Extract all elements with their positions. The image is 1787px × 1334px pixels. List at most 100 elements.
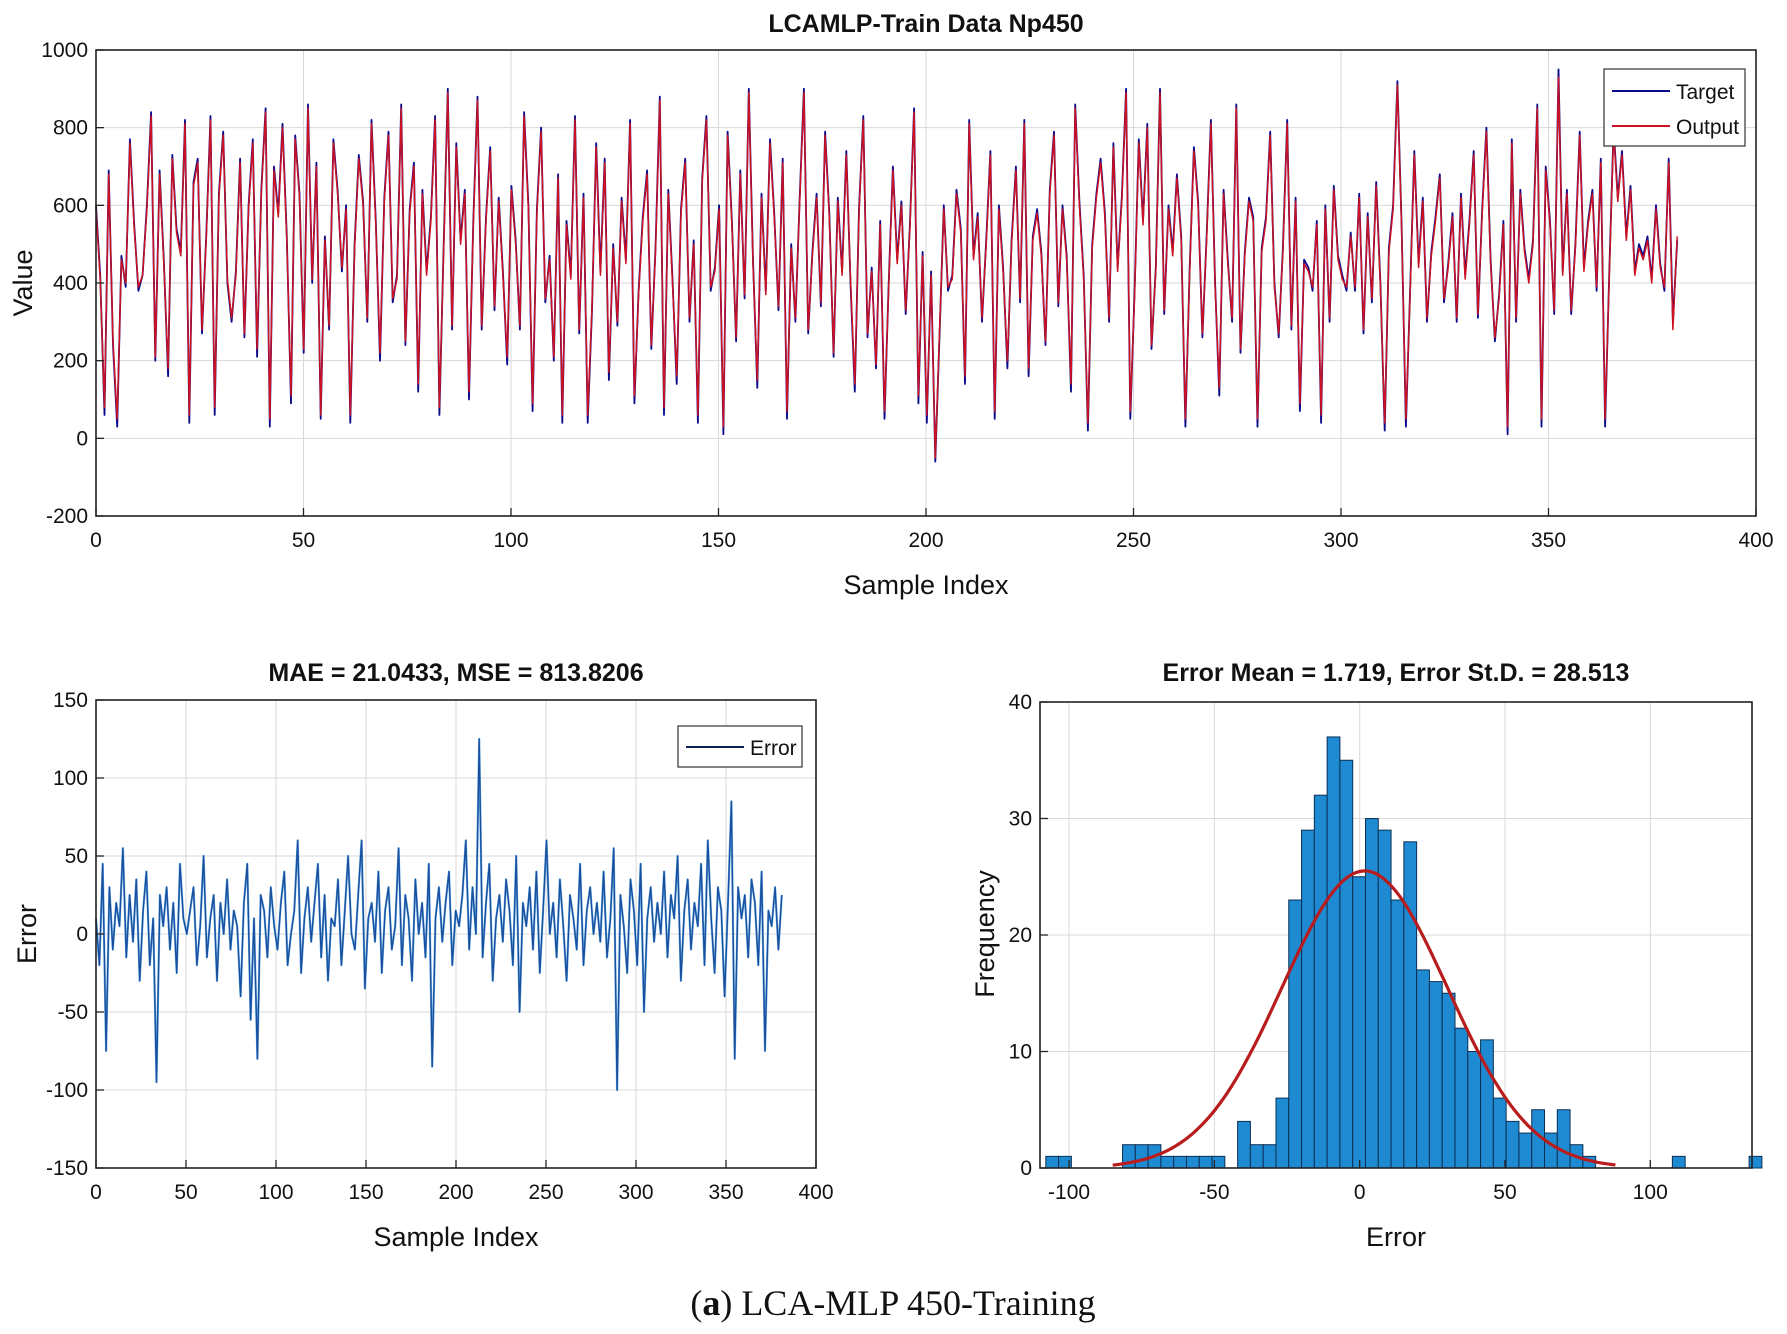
histogram-bar <box>1326 736 1341 1169</box>
error-y-tick-label: -150 <box>46 1157 88 1180</box>
error-x-tick-label: 350 <box>708 1181 743 1204</box>
top-y-axis-label: Value <box>8 249 38 316</box>
output-series-line <box>95 76 1678 459</box>
histogram-bar <box>1352 876 1366 1169</box>
histogram-bar <box>1467 1051 1482 1169</box>
histogram-bar <box>1390 899 1405 1169</box>
top-x-tick-label: 200 <box>908 529 943 552</box>
top-y-tick-label: 1000 <box>41 39 88 62</box>
histogram-x-axis-label: Error <box>1366 1222 1426 1252</box>
histogram-y-tick-label: 30 <box>1009 808 1032 831</box>
error-legend: Error <box>677 725 803 768</box>
histogram-bar <box>1441 992 1456 1169</box>
histogram-bar <box>1505 1120 1520 1169</box>
histogram-bar <box>1173 1155 1187 1169</box>
figure-caption: (a) LCA-MLP 450-Training <box>690 1283 1095 1323</box>
caption-label: a <box>702 1283 720 1323</box>
error-x-tick-label: 200 <box>438 1181 473 1204</box>
top-x-tick-label: 400 <box>1738 529 1773 552</box>
top-x-tick-label: 100 <box>493 529 528 552</box>
error-y-axis-label: Error <box>12 904 42 964</box>
top-x-tick-label: 50 <box>292 529 315 552</box>
error-y-tick-label: 100 <box>53 767 88 790</box>
error-series-line <box>95 738 783 1091</box>
histogram-bar <box>1301 829 1315 1169</box>
histogram-x-tick-label: -50 <box>1199 1181 1229 1204</box>
top-y-tick-label: 0 <box>76 427 88 450</box>
top-legend-box <box>1603 68 1746 147</box>
top-legend: Target Output <box>1603 68 1746 147</box>
histogram-bar <box>1671 1155 1686 1169</box>
top-y-tick-label: 800 <box>53 117 88 140</box>
histogram-bar <box>1134 1144 1149 1169</box>
histogram-chart: Error Mean = 1.719, Error St.D. = 28.513… <box>970 659 1763 1252</box>
top-x-axis-label: Sample Index <box>843 570 1009 600</box>
histogram-fit <box>1112 869 1616 1167</box>
top-y-tick-label: 200 <box>53 350 88 373</box>
histogram-bar <box>1185 1155 1200 1169</box>
histogram-y-ticks: 0 10 20 30 40 <box>1009 691 1048 1180</box>
error-x-tick-label: 300 <box>618 1181 653 1204</box>
legend-target-label: Target <box>1676 81 1735 104</box>
top-series <box>95 68 1679 463</box>
error-x-tick-label: 100 <box>258 1181 293 1204</box>
histogram-bar <box>1249 1144 1264 1169</box>
histogram-bar <box>1313 794 1328 1169</box>
error-y-ticks: -150 -100 -50 0 50 100 150 <box>46 689 104 1180</box>
error-x-axis-label: Sample Index <box>373 1222 539 1252</box>
error-y-tick-label: -100 <box>46 1079 88 1102</box>
histogram-bar <box>1544 1132 1558 1169</box>
histogram-bar <box>1428 981 1443 1169</box>
top-chart-title: LCAMLP-Train Data Np450 <box>768 10 1083 38</box>
histogram-bar <box>1275 1097 1290 1169</box>
top-x-tick-label: 350 <box>1531 529 1566 552</box>
histogram-x-tick-label: 0 <box>1354 1181 1366 1204</box>
top-x-tick-label: 300 <box>1323 529 1358 552</box>
error-chart-title: MAE = 21.0433, MSE = 813.8206 <box>268 659 643 687</box>
error-x-tick-label: 400 <box>798 1181 833 1204</box>
histogram-bar <box>1403 841 1418 1169</box>
error-y-tick-label: 0 <box>76 923 88 946</box>
error-x-ticks: 0 50 100 150 200 250 300 350 400 <box>90 1160 834 1204</box>
histogram-y-axis-label: Frequency <box>970 870 1000 998</box>
error-series <box>94 737 783 1092</box>
histogram-bar <box>1339 759 1354 1169</box>
error-y-tick-label: -50 <box>58 1001 88 1024</box>
error-chart: MAE = 21.0433, MSE = 813.8206 0 50 100 150 2… <box>12 659 834 1252</box>
legend-output-label: Output <box>1676 116 1739 139</box>
histogram-bar <box>1492 1097 1507 1169</box>
top-y-tick-label: 600 <box>53 194 88 217</box>
normal-fit-curve <box>1112 869 1616 1167</box>
histogram-x-tick-label: 100 <box>1633 1181 1668 1204</box>
error-x-tick-label: 50 <box>174 1181 197 1204</box>
top-chart: LCAMLP-Train Data Np450 0 50 100 150 200 250 3… <box>8 10 1774 600</box>
histogram-bar <box>1160 1155 1175 1169</box>
histogram-bar <box>1288 899 1303 1169</box>
histogram-y-tick-label: 20 <box>1009 924 1032 947</box>
top-x-tick-label: 150 <box>701 529 736 552</box>
histogram-x-tick-label: -100 <box>1048 1181 1090 1204</box>
error-y-tick-label: 50 <box>65 845 88 868</box>
histogram-bar <box>1262 1144 1277 1169</box>
histogram-bar <box>1416 969 1430 1169</box>
caption-text: LCA-MLP 450-Training <box>741 1283 1095 1323</box>
histogram-y-tick-label: 0 <box>1020 1157 1032 1180</box>
top-y-tick-label: -200 <box>46 505 88 528</box>
histogram-x-ticks: -100 -50 0 50 100 <box>1048 1160 1668 1204</box>
top-x-tick-label: 250 <box>1116 529 1151 552</box>
top-x-tick-label: 0 <box>90 529 102 552</box>
error-x-tick-label: 250 <box>528 1181 563 1204</box>
histogram-y-tick-label: 10 <box>1009 1041 1032 1064</box>
histogram-bar <box>1045 1155 1060 1169</box>
error-y-tick-label: 150 <box>53 689 88 712</box>
histogram-bar <box>1518 1132 1533 1169</box>
legend-error-label: Error <box>750 737 797 760</box>
histogram-title: Error Mean = 1.719, Error St.D. = 28.513 <box>1163 659 1630 687</box>
histogram-bar <box>1198 1155 1213 1169</box>
top-y-tick-label: 400 <box>53 272 88 295</box>
histogram-x-tick-label: 50 <box>1493 1181 1516 1204</box>
top-x-ticks: 0 50 100 150 200 250 300 350 400 <box>90 508 1774 552</box>
error-x-tick-label: 150 <box>348 1181 383 1204</box>
histogram-y-tick-label: 40 <box>1009 691 1032 714</box>
